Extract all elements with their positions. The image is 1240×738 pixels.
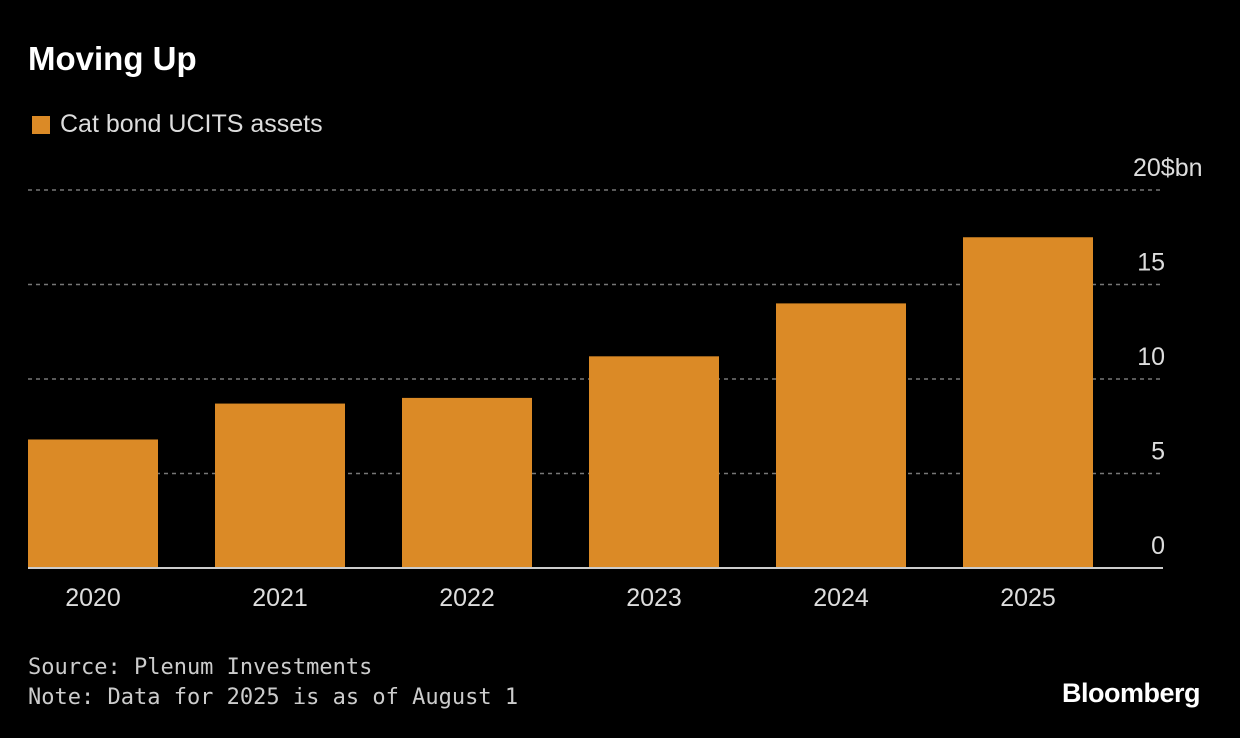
bar-2021 [215,403,345,568]
x-tick-label: 2024 [813,584,869,612]
y-tick-label: 10 [1137,343,1165,371]
y-tick-label: 0 [1151,532,1165,560]
bar-2024 [776,303,906,568]
y-tick-label: 20$bn [1133,154,1203,182]
bar-2025 [963,237,1093,568]
bloomberg-logo: Bloomberg [1061,678,1201,708]
x-tick-label: 2022 [439,584,495,612]
x-tick-label: 2025 [1000,584,1056,612]
x-tick-label: 2021 [252,584,308,612]
chart-title: Moving Up [28,40,197,77]
bar-2022 [402,397,532,568]
legend-swatch [32,115,50,134]
y-tick-label: 15 [1137,249,1165,277]
x-tick-label: 2020 [65,584,121,612]
legend-label: Cat bond UCITS assets [60,110,323,138]
x-tick-label: 2023 [626,584,682,612]
footer: Source: Plenum Investments Note: Data fo… [28,653,518,713]
source-note: Source: Plenum Investments [28,655,373,680]
bar-2023 [589,356,719,568]
y-tick-label: 5 [1151,438,1165,466]
bar-2020 [28,439,158,568]
legend: Cat bond UCITS assets [32,110,323,139]
data-note: Note: Data for 2025 is as of August 1 [28,685,519,710]
